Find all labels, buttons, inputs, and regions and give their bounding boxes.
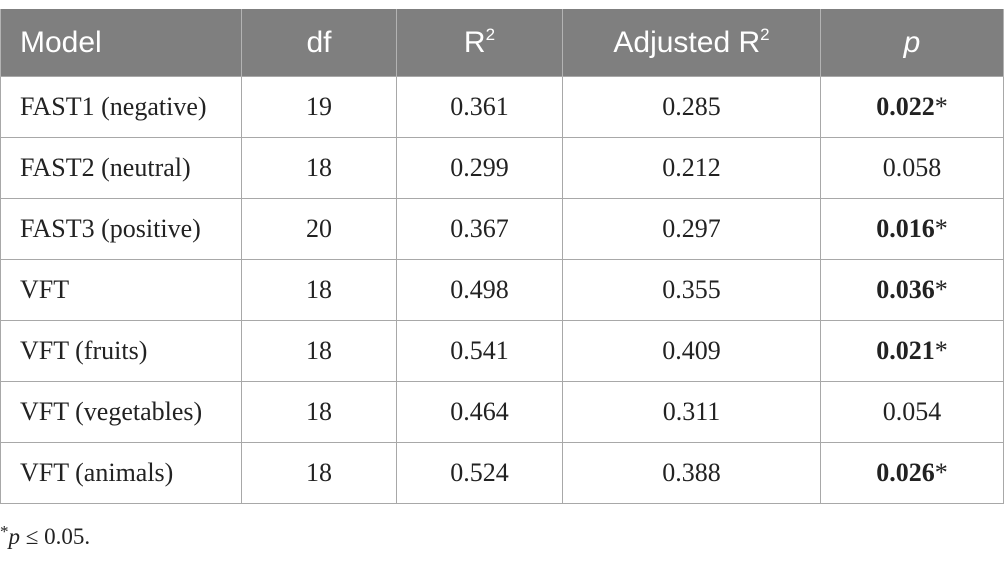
significance-asterisk: * <box>934 92 948 121</box>
table-body: FAST1 (negative) 19 0.361 0.285 0.022* FAST2 … <box>0 76 1004 504</box>
footnote-text: ≤ 0.05. <box>20 524 91 549</box>
cell-df: 18 <box>241 320 397 382</box>
significance-footnote: *p ≤ 0.05. <box>0 522 90 550</box>
significance-asterisk: * <box>934 336 948 365</box>
cell-model: VFT <box>0 259 242 321</box>
cell-df: 18 <box>241 381 397 443</box>
significance-asterisk: * <box>934 275 948 304</box>
cell-adjusted-r-squared: 0.311 <box>562 381 821 443</box>
p-value-plain: 0.058 <box>882 153 942 182</box>
cell-p-value: 0.054 <box>820 381 1004 443</box>
cell-r-squared: 0.361 <box>396 76 563 138</box>
table-row: VFT 18 0.498 0.355 0.036* <box>0 259 1004 321</box>
header-adjusted-r-squared-superscript: 2 <box>760 24 770 44</box>
cell-model: FAST1 (negative) <box>0 76 242 138</box>
cell-adjusted-r-squared: 0.409 <box>562 320 821 382</box>
cell-adjusted-r-squared: 0.388 <box>562 442 821 504</box>
table-row: FAST3 (positive) 20 0.367 0.297 0.016* <box>0 198 1004 260</box>
cell-adjusted-r-squared: 0.285 <box>562 76 821 138</box>
table-row: FAST1 (negative) 19 0.361 0.285 0.022* <box>0 76 1004 138</box>
table-row: VFT (animals) 18 0.524 0.388 0.026* <box>0 442 1004 504</box>
cell-r-squared: 0.464 <box>396 381 563 443</box>
cell-r-squared: 0.524 <box>396 442 563 504</box>
p-value-significant: 0.026 <box>876 458 935 487</box>
cell-df: 18 <box>241 137 397 199</box>
header-p-value: p <box>820 9 1004 77</box>
cell-adjusted-r-squared: 0.297 <box>562 198 821 260</box>
significance-asterisk: * <box>934 458 948 487</box>
p-value-significant: 0.022 <box>876 92 935 121</box>
table-row: VFT (vegetables) 18 0.464 0.311 0.054 <box>0 381 1004 443</box>
cell-adjusted-r-squared: 0.212 <box>562 137 821 199</box>
header-r-squared: R2 <box>396 9 563 77</box>
cell-p-value: 0.022* <box>820 76 1004 138</box>
regression-results-table: Model df R2 Adjusted R2 p FAST1 (negativ… <box>0 9 1004 504</box>
cell-r-squared: 0.367 <box>396 198 563 260</box>
cell-p-value: 0.036* <box>820 259 1004 321</box>
cell-df: 20 <box>241 198 397 260</box>
cell-p-value: 0.021* <box>820 320 1004 382</box>
cell-r-squared: 0.541 <box>396 320 563 382</box>
cell-model: FAST2 (neutral) <box>0 137 242 199</box>
table-row: FAST2 (neutral) 18 0.299 0.212 0.058 <box>0 137 1004 199</box>
header-row: Model df R2 Adjusted R2 p <box>0 9 1004 77</box>
cell-p-value: 0.016* <box>820 198 1004 260</box>
p-value-significant: 0.016 <box>876 214 935 243</box>
cell-r-squared: 0.498 <box>396 259 563 321</box>
cell-r-squared: 0.299 <box>396 137 563 199</box>
header-df: df <box>241 9 397 77</box>
cell-model: VFT (fruits) <box>0 320 242 382</box>
significance-asterisk: * <box>934 214 948 243</box>
footnote-p-symbol: p <box>8 524 21 549</box>
table-row: VFT (fruits) 18 0.541 0.409 0.021* <box>0 320 1004 382</box>
cell-p-value: 0.058 <box>820 137 1004 199</box>
cell-model: VFT (vegetables) <box>0 381 242 443</box>
cell-df: 19 <box>241 76 397 138</box>
header-model: Model <box>0 9 242 77</box>
header-adjusted-r-squared: Adjusted R2 <box>562 9 821 77</box>
cell-df: 18 <box>241 442 397 504</box>
header-r-squared-superscript: 2 <box>485 24 496 44</box>
footnote-asterisk: * <box>0 522 9 541</box>
p-value-significant: 0.021 <box>876 336 935 365</box>
cell-model: VFT (animals) <box>0 442 242 504</box>
cell-adjusted-r-squared: 0.355 <box>562 259 821 321</box>
cell-df: 18 <box>241 259 397 321</box>
header-r-squared-base: R <box>463 25 486 59</box>
cell-model: FAST3 (positive) <box>0 198 242 260</box>
header-adjusted-r-squared-base: Adjusted R <box>613 25 761 59</box>
p-value-significant: 0.036 <box>876 275 935 304</box>
cell-p-value: 0.026* <box>820 442 1004 504</box>
p-value-plain: 0.054 <box>882 397 942 426</box>
